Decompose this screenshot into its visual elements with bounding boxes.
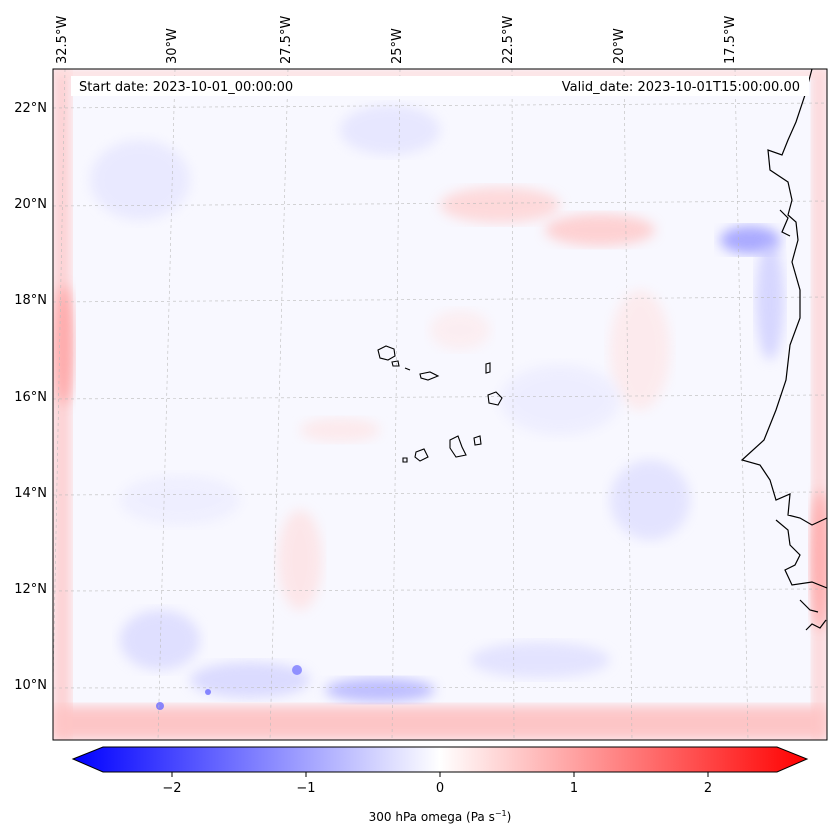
longitude-labels: 32.5°W 30°W 27.5°W 25°W 22.5°W 20°W 17.5… bbox=[55, 16, 738, 64]
coastline bbox=[740, 69, 827, 631]
lat-label: 14°N bbox=[14, 486, 47, 501]
lon-label: 20°W bbox=[612, 28, 627, 64]
colorbar: −2 −1 0 1 2 300 hPa omega (Pa s−1) bbox=[71, 746, 809, 824]
lat-label: 18°N bbox=[14, 293, 47, 308]
lon-label: 30°W bbox=[165, 28, 180, 64]
start-date-label: Start date: 2023-10-01_00:00:00 bbox=[79, 80, 293, 95]
date-header-box bbox=[71, 76, 809, 96]
lon-label: 17.5°W bbox=[723, 16, 738, 64]
valid-date-label: Valid_date: 2023-10-01T15:00:00.00 bbox=[562, 80, 800, 95]
lon-label: 22.5°W bbox=[501, 16, 516, 64]
colorbar-gradient bbox=[71, 746, 809, 773]
lat-label: 10°N bbox=[14, 678, 47, 693]
lon-label: 27.5°W bbox=[279, 16, 294, 64]
colorbar-tick-label: 1 bbox=[570, 781, 578, 796]
colorbar-tick-label: 0 bbox=[436, 781, 444, 796]
lat-label: 16°N bbox=[14, 390, 47, 405]
omega-field bbox=[53, 69, 827, 740]
colorbar-ticks: −2 −1 0 1 2 bbox=[162, 772, 712, 796]
lon-label: 25°W bbox=[390, 28, 405, 64]
lat-label: 20°N bbox=[14, 197, 47, 212]
colorbar-tick-label: −2 bbox=[162, 781, 181, 796]
map-frame bbox=[52, 68, 828, 741]
colorbar-label: 300 hPa omega (Pa s−1) bbox=[369, 809, 512, 824]
map-panel: Start date: 2023-10-01_00:00:00 Valid_da… bbox=[52, 68, 828, 741]
lat-label: 12°N bbox=[14, 582, 47, 597]
latitude-labels: 22°N 20°N 18°N 16°N 14°N 12°N 10°N bbox=[14, 101, 47, 693]
lat-label: 22°N bbox=[14, 101, 47, 116]
map-gridlines bbox=[53, 69, 827, 740]
cape-verde-islands bbox=[377, 345, 503, 463]
colorbar-tick-label: −1 bbox=[296, 781, 315, 796]
colorbar-tick-label: 2 bbox=[704, 781, 712, 796]
lon-label: 32.5°W bbox=[55, 16, 70, 64]
